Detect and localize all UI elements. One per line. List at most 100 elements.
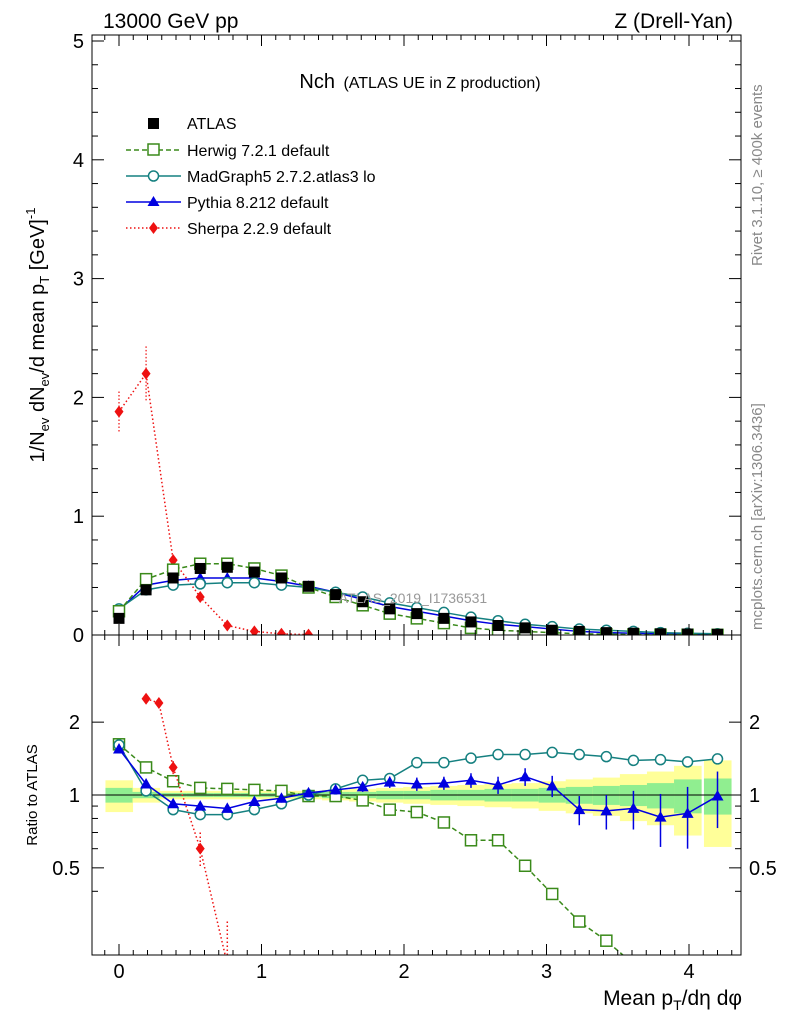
ratio-point-pythia — [302, 786, 315, 798]
ratio-point-sherpa — [168, 761, 178, 774]
main-point-sherpa — [304, 628, 314, 635]
main-y-tick-label: 3 — [73, 269, 84, 291]
ratio-point-pythia — [546, 779, 559, 791]
ratio-point-madgraph5 — [600, 750, 613, 763]
ratio-point-pythia — [627, 802, 640, 813]
ratio-point-herwig — [166, 774, 180, 788]
ratio-point-madgraph5 — [465, 752, 477, 764]
process-label: Z (Drell-Yan) — [614, 10, 733, 33]
main-point-atlas — [384, 603, 396, 615]
main-point-atlas — [357, 596, 369, 608]
legend-entry-atlas: ATLAS — [148, 116, 237, 133]
mcplots-reference-label: mcplots.cern.ch [arXiv:1306.3436] — [749, 403, 766, 630]
ratio-point-pythia — [492, 778, 505, 790]
plot-title-main: Nch — [299, 71, 335, 93]
ratio-point-pythia — [410, 778, 423, 789]
ratio-point-herwig — [221, 782, 234, 796]
plot-title: Nch (ATLAS UE in Z production) — [299, 71, 540, 93]
ratio-y-tick-label: 1 — [69, 785, 80, 807]
ratio-point-madgraph5 — [711, 753, 724, 765]
main-y-axis-label: 1/Nev dNev/d mean pT [GeV]-1 — [23, 208, 52, 463]
ratio-point-madgraph5 — [681, 756, 694, 768]
ratio-point-pythia — [437, 777, 450, 788]
main-y-tick-label: 4 — [73, 150, 84, 172]
ratio-point-herwig — [193, 781, 207, 795]
main-point-sherpa — [168, 554, 178, 567]
main-point-atlas — [627, 627, 639, 635]
ratio-point-pythia — [113, 742, 125, 754]
main-point-atlas — [303, 580, 315, 592]
main-point-sherpa — [195, 590, 205, 603]
ratio-point-herwig — [600, 934, 613, 947]
ratio-point-sherpa — [195, 842, 205, 855]
ratio-point-herwig — [464, 834, 478, 847]
ratio-point-madgraph5 — [573, 748, 586, 761]
axis-tick-labels: 0 1 2 3 4 5 0.5 0.5 1 1 2 2 0 1 2 3 4 — [52, 31, 777, 983]
ratio-point-madgraph5 — [627, 754, 640, 767]
main-point-atlas — [546, 624, 558, 635]
main-point-atlas — [465, 616, 477, 628]
ratio-point-herwig — [356, 794, 369, 807]
legend-label-pythia: Pythia 8.212 default — [187, 195, 329, 212]
main-point-sherpa — [141, 367, 151, 380]
ratio-point-pythia — [383, 776, 396, 787]
ratio-point-pythia — [573, 803, 586, 815]
ratio-point-herwig — [248, 783, 261, 797]
main-point-atlas — [275, 572, 287, 584]
main-point-herwig — [139, 572, 153, 586]
main-point-atlas — [600, 627, 612, 635]
main-point-atlas — [492, 619, 504, 631]
main-point-madgraph5 — [194, 578, 206, 590]
main-point-atlas — [221, 561, 233, 573]
main-point-atlas — [519, 622, 531, 634]
x-tick-label: 2 — [398, 961, 409, 983]
legend-entry-madgraph: MadGraph5 2.7.2.atlas3 lo — [126, 169, 376, 186]
legend-entry-pythia: Pythia 8.212 default — [126, 195, 329, 212]
main-point-atlas — [194, 562, 206, 574]
main-line-sherpa — [118, 371, 309, 635]
ratio-point-madgraph5 — [194, 808, 206, 821]
main-point-atlas — [248, 566, 260, 578]
ratio-point-pythia — [221, 802, 234, 813]
main-y-tick-label: 0 — [73, 625, 84, 647]
x-tick-label: 1 — [256, 961, 267, 983]
ratio-point-madgraph5 — [411, 756, 423, 769]
axis-ticks — [92, 35, 741, 955]
legend-label-madgraph: MadGraph5 2.7.2.atlas3 lo — [187, 169, 376, 186]
ratio-point-herwig — [491, 834, 505, 847]
x-tick-label: 0 — [113, 961, 124, 983]
ratio-point-pythia — [600, 804, 613, 816]
legend-marker-herwig — [147, 143, 160, 156]
main-y-tick-label: 5 — [73, 31, 84, 53]
ratio-point-pythia — [711, 790, 724, 801]
ratio-point-pythia — [194, 800, 207, 811]
main-point-atlas — [682, 628, 694, 635]
ratio-point-madgraph5 — [546, 746, 558, 759]
ratio-point-pythia — [167, 797, 180, 809]
ratio-y-tick-label: 2 — [69, 712, 80, 734]
main-point-atlas — [167, 572, 179, 584]
ratio-point-herwig — [437, 816, 451, 829]
main-point-sherpa — [114, 405, 124, 418]
ratio-point-pythia — [464, 774, 477, 785]
ratio-point-herwig — [545, 887, 559, 901]
ratio-point-herwig — [410, 805, 424, 819]
main-point-madgraph5 — [221, 576, 234, 589]
main-point-sherpa — [249, 625, 259, 635]
ratio-point-pythia — [329, 783, 342, 795]
ratio-point-pythia — [681, 807, 694, 818]
ratio-point-pythia — [275, 792, 288, 803]
legend-label-atlas: ATLAS — [187, 116, 237, 133]
main-y-axis-label-text: 1/Nev dNev/d mean pT [GeV]-1 — [23, 208, 52, 463]
ratio-point-madgraph5 — [519, 748, 531, 761]
main-point-sherpa — [222, 619, 232, 632]
ratio-point-herwig — [655, 976, 666, 987]
ratio-point-pythia — [248, 795, 261, 807]
legend: ATLAS Herwig 7.2.1 default MadGraph5 2.7… — [126, 116, 376, 238]
main-point-atlas — [411, 608, 423, 620]
ratio-series-layer — [112, 692, 724, 987]
legend-entry-sherpa: Sherpa 2.2.9 default — [126, 221, 332, 238]
main-y-tick-label: 1 — [73, 506, 84, 528]
ratio-point-madgraph5 — [438, 756, 450, 769]
ratio-point-pythia — [519, 770, 532, 782]
